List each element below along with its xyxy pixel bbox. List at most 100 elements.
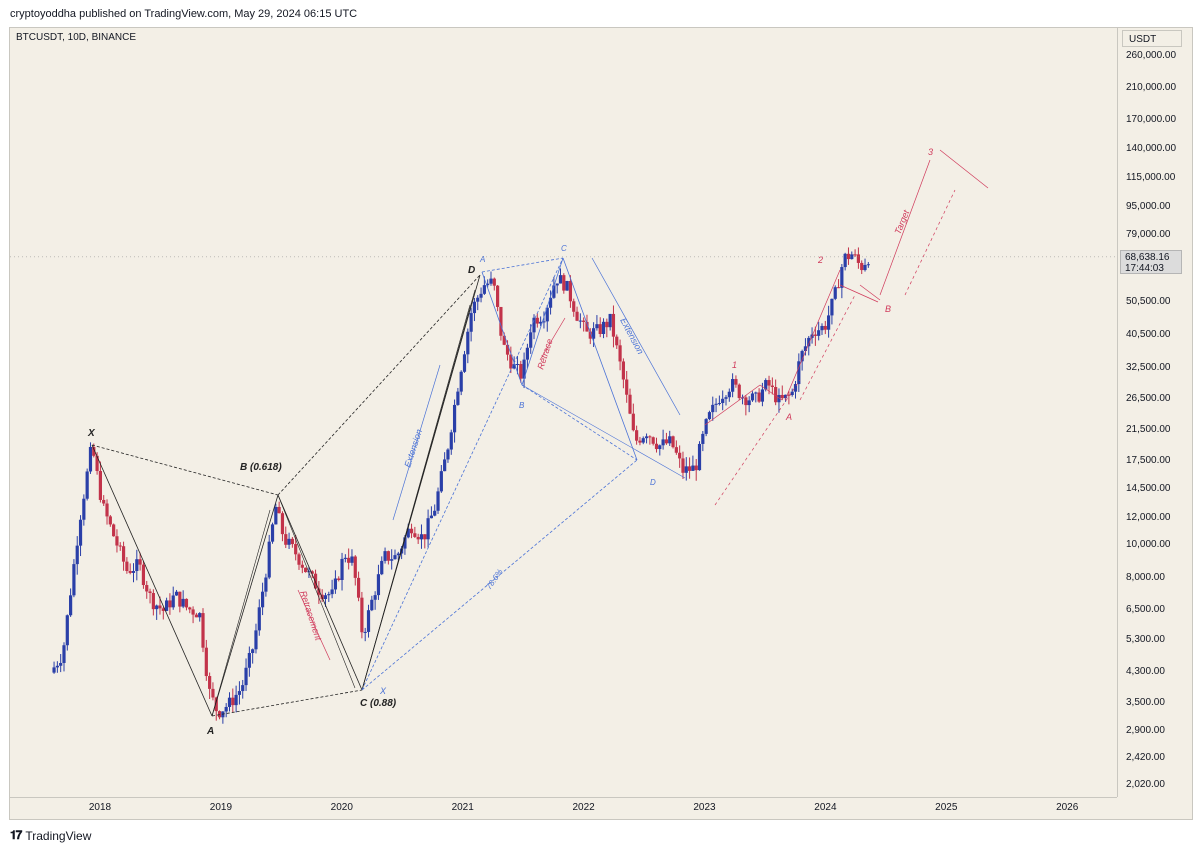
candle-body [363,631,367,633]
candle-body [651,437,655,444]
extension-label-2: Extension [618,316,645,356]
tradingview-brand: 𝟏𝟕 TradingView [10,828,91,843]
candle-body [568,281,573,302]
candle-body [774,387,778,403]
candle-body [479,293,483,298]
candle-body [770,385,774,388]
candle-body [486,283,490,286]
currency-badge[interactable]: USDT [1122,30,1182,47]
target-line [939,149,989,189]
bar-countdown: 17:44:03 [1125,263,1164,274]
price-tick-label: 12,000.00 [1126,511,1171,523]
candle-body [85,471,89,499]
candle-body [813,334,817,336]
candle-body [721,398,725,404]
candle-body [843,253,847,268]
candle-body [237,691,242,695]
candle-body [532,317,536,333]
price-tick-label: 4,300.00 [1126,665,1165,677]
candle-body [578,320,582,322]
candle-body [595,324,599,329]
xabcd-leg [361,304,471,691]
price-tick-label: 95,000.00 [1126,201,1171,213]
candle-body [671,436,675,448]
candle-body [128,570,132,573]
candle-body [807,337,811,347]
candle-body [131,570,136,573]
extension-label: Extension [402,428,424,469]
label-a-blue: A [479,255,485,264]
candle-body [280,513,285,535]
candle-body [65,615,69,646]
label-c: C (0.88) [360,698,397,709]
candle-body [330,589,334,595]
price-tick-label: 17,500.00 [1126,454,1171,466]
candle-body [505,344,510,355]
blue-pattern-leg [562,257,638,461]
price-tick-label: 14,500.00 [1126,483,1171,495]
candle-body [542,321,546,323]
retrace-label: Retrace [535,338,554,371]
candle-body [112,524,116,537]
candle-body [687,466,692,471]
candlestick-chart[interactable]: X A B (0.618) C (0.88) D Retracement Extension… [10,28,1116,796]
symbol-label[interactable]: BTCUSDT, 10D, BINANCE [16,32,137,43]
wave-line [784,269,841,401]
wave-b-label: B [885,304,891,314]
candle-body [515,364,520,366]
candle-body [115,536,119,546]
wave-line [839,284,879,303]
time-tick-label: 2023 [693,802,716,813]
candle-body [572,301,576,312]
candle-body [211,688,215,698]
candle-body [198,613,202,618]
candle-body [443,459,447,472]
candle-body [717,403,721,405]
candle-body [181,598,185,607]
candle-body [866,264,870,266]
candle-body [621,361,625,380]
retrace-arrow [539,317,566,361]
candle-body [413,533,417,537]
candle-body [75,545,79,565]
candle-body [121,546,126,562]
candle-body [850,254,854,260]
price-axis-line [1117,27,1118,797]
candle-body [353,556,357,578]
candle-body [552,285,556,298]
candle-body [72,564,76,596]
candle-body [386,551,390,561]
candle-body [396,553,400,556]
candle-body [658,445,662,450]
candle-body [664,439,669,444]
candle-body [274,506,278,525]
candle-body [419,534,424,540]
candle-body [840,267,844,288]
candle-body [373,595,377,600]
xabcd-guide [211,689,363,717]
candle-body [217,711,222,718]
label-b-blue: B [519,401,525,410]
candle-body [297,554,301,565]
candle-body [618,345,622,362]
candle-body [558,275,563,284]
candle-body [522,359,526,379]
chart-frame[interactable] [9,27,1193,820]
candle-body [148,591,152,593]
target-channel [904,189,956,296]
time-tick-label: 2022 [572,802,595,813]
candle-body [337,578,341,580]
candle-body [204,647,208,677]
candle-body [601,321,606,335]
last-price-badge: 68,638.16 17:44:03 [1120,250,1182,274]
wave-2-label: 2 [817,255,823,265]
candle-body [747,400,751,406]
candle-body [78,519,83,546]
candle-body [393,555,397,560]
candle-body [635,430,639,441]
candle-body [194,614,198,618]
candle-body [141,564,146,586]
candle-body [184,598,189,608]
candle-body [535,317,539,324]
candle-body [340,558,344,580]
